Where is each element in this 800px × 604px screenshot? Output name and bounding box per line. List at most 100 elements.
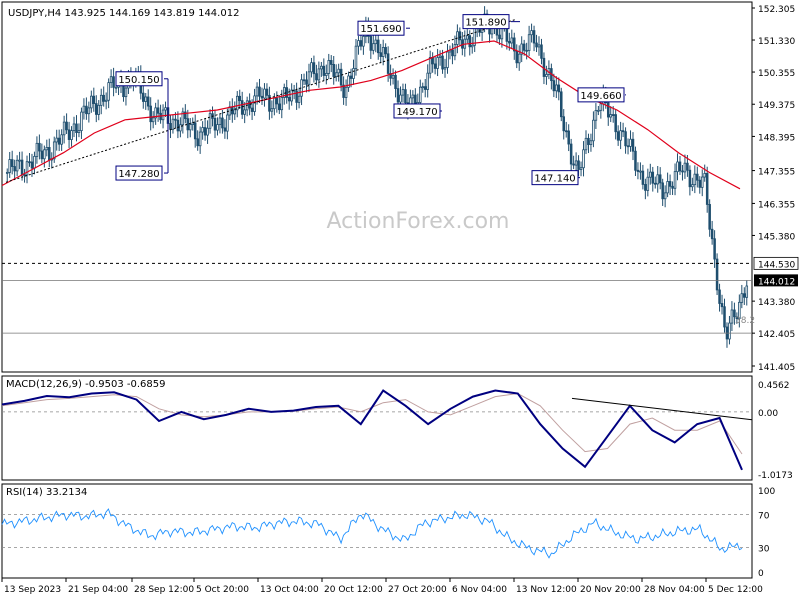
candle-body	[404, 89, 407, 104]
macd-line	[1, 389, 743, 471]
candle-body	[339, 68, 343, 86]
candle-body	[57, 137, 61, 145]
candle-body	[223, 127, 227, 132]
rsi-axis-label: 70	[758, 512, 770, 522]
candle-body	[48, 147, 51, 161]
candle-body	[112, 76, 115, 88]
level-label-box	[115, 165, 163, 181]
price-axis-label: 147.355	[758, 168, 795, 178]
candle-body	[70, 130, 73, 140]
rsi-line	[1, 508, 743, 559]
candle-body	[629, 138, 632, 147]
candle-body	[515, 50, 519, 64]
candle-body	[280, 96, 284, 111]
candle-body	[196, 138, 199, 147]
candle-body	[562, 116, 566, 132]
candle-body	[703, 173, 706, 178]
candle-body	[354, 45, 358, 69]
candle-body	[235, 95, 239, 111]
candle-body	[290, 89, 293, 102]
candle-body	[426, 72, 429, 90]
time-axis-label: 13 Nov 12:00	[516, 585, 577, 595]
candle-body	[240, 100, 244, 115]
time-axis-label: 13 Sep 2023	[4, 585, 61, 595]
candle-body	[384, 47, 387, 55]
candle-body	[743, 293, 746, 298]
candle-body	[656, 174, 659, 185]
candle-body	[537, 44, 541, 48]
candle-body	[352, 68, 355, 79]
candle-body	[723, 306, 726, 328]
candle-body	[545, 74, 548, 77]
candle-body	[698, 179, 702, 188]
candle-body	[681, 170, 684, 173]
candle-body	[285, 87, 288, 98]
candle-body	[569, 143, 573, 165]
candle-body	[738, 301, 741, 319]
candle-body	[396, 88, 400, 103]
candle-body	[730, 309, 734, 324]
candle-body	[579, 167, 583, 170]
candle-body	[641, 170, 645, 185]
candle-body	[238, 95, 241, 102]
rsi-axis-label: 30	[758, 544, 770, 554]
candle-body	[443, 67, 447, 70]
level-label-text: 151.690	[360, 24, 401, 35]
candle-body	[517, 53, 521, 64]
time-axis-label: 21 Sep 04:00	[68, 585, 128, 595]
rsi-label: RSI(14) 33.2134	[6, 487, 87, 498]
candle-body	[164, 107, 167, 111]
chart-ohlc: 143.925 144.169 143.819 144.012	[64, 8, 239, 19]
candle-body	[181, 111, 185, 126]
candle-body	[619, 130, 622, 141]
time-axis-label: 5 Dec 12:00	[708, 585, 763, 595]
price-axis-label: 148.395	[758, 133, 795, 143]
candle-body	[82, 105, 86, 113]
level-label-box	[115, 71, 163, 87]
candle-body	[735, 316, 739, 319]
candle-body	[419, 86, 422, 103]
rsi-axis-label: 100	[758, 487, 775, 497]
candle-body	[522, 43, 526, 51]
candle-body	[678, 161, 682, 172]
candle-body	[226, 114, 229, 132]
candle-body	[270, 108, 274, 112]
candle-body	[10, 159, 14, 167]
candle-body	[705, 173, 709, 205]
candle-body	[80, 111, 83, 132]
level-price-label: 144.530	[758, 260, 795, 270]
candle-body	[634, 150, 637, 171]
candle-body	[203, 127, 207, 136]
candle-body	[713, 238, 716, 260]
price-axis-label: 150.355	[758, 69, 795, 79]
candle-body	[327, 60, 331, 74]
price-axis-label: 143.380	[758, 298, 795, 308]
candle-body	[151, 117, 155, 123]
candle-body	[399, 94, 402, 103]
candle-body	[193, 122, 197, 140]
macd-divergence-line	[571, 397, 753, 421]
candle-body	[728, 322, 731, 340]
candle-body	[683, 162, 687, 173]
candle-body	[184, 111, 187, 120]
level-label-text: 150.150	[118, 75, 159, 86]
candle-body	[359, 40, 363, 47]
candle-body	[394, 74, 397, 89]
candle-body	[297, 95, 301, 103]
candle-body	[322, 65, 326, 76]
candle-body	[357, 40, 360, 47]
time-axis-label: 20 Nov 20:00	[580, 585, 641, 595]
candle-body	[676, 161, 679, 173]
candle-body	[174, 118, 177, 121]
candle-body	[278, 103, 281, 111]
candle-body	[582, 149, 585, 169]
candle-body	[718, 289, 721, 304]
time-axis-label: 5 Oct 20:00	[196, 585, 249, 595]
macd-panel-frame	[1, 375, 753, 481]
level-label-text: 149.660	[580, 91, 621, 102]
candle-body	[188, 124, 192, 131]
candle-body	[649, 171, 652, 178]
candle-body	[708, 204, 711, 230]
candle-body	[644, 184, 647, 191]
